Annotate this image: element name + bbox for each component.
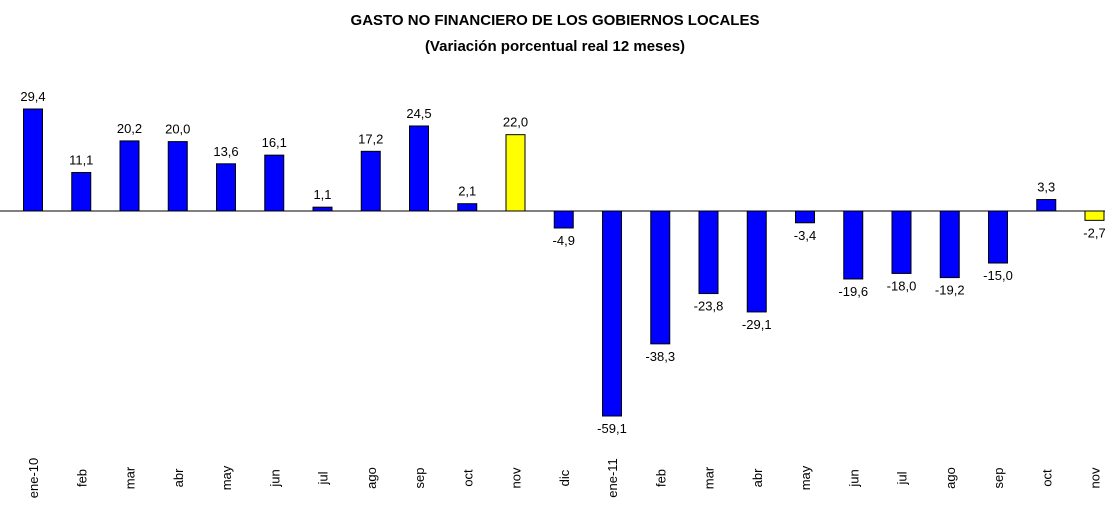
bar: [795, 210, 815, 224]
x-tick-label: may: [219, 465, 234, 490]
value-label: 11,1: [69, 152, 93, 167]
bar: [939, 210, 960, 279]
value-label: 1,1: [313, 187, 331, 202]
value-label: -59,1: [597, 421, 627, 436]
value-label: 20,2: [117, 121, 142, 136]
chart-subtitle: (Variación porcentual real 12 meses): [425, 38, 685, 55]
bar: [360, 150, 381, 212]
x-tick-label: jun: [267, 469, 282, 487]
x-tick-label: dic: [557, 469, 572, 486]
value-label: 17,2: [358, 131, 383, 146]
x-tick-label: oct: [460, 469, 475, 487]
x-tick-label: ago: [943, 467, 958, 489]
x-tick-label: ene-10: [26, 458, 41, 498]
x-tick-label: nov: [509, 467, 524, 488]
bar: [602, 210, 622, 417]
bar: [505, 134, 526, 212]
value-label: -4,9: [553, 233, 575, 248]
x-tick-label: feb: [653, 469, 668, 487]
bar: [988, 210, 1008, 264]
value-label: -38,3: [645, 349, 675, 364]
bar: [1036, 199, 1057, 212]
bar: [167, 141, 188, 212]
x-tick-label: mar: [123, 466, 138, 489]
x-tick-label: jun: [846, 469, 861, 487]
x-tick-label: nov: [1088, 467, 1103, 488]
x-tick-label: jul: [895, 471, 910, 485]
bar: [264, 154, 285, 212]
bar: [1084, 210, 1105, 221]
x-tick-label: ene-11: [605, 458, 620, 498]
bar: [216, 163, 236, 212]
value-label: -29,1: [742, 317, 772, 332]
x-tick-label: abr: [750, 468, 765, 487]
value-label: 22,0: [503, 115, 528, 130]
x-tick-label: ago: [364, 467, 379, 489]
bar: [843, 210, 864, 280]
value-label: 29,4: [20, 89, 45, 104]
x-tick-label: sep: [412, 468, 427, 489]
value-label: -23,8: [694, 299, 724, 314]
value-label: 3,3: [1037, 180, 1055, 195]
value-label: 13,6: [213, 144, 238, 159]
value-label: -18,0: [887, 278, 917, 293]
x-tick-label: mar: [702, 466, 717, 489]
bar: [71, 171, 92, 212]
x-tick-label: feb: [74, 469, 89, 487]
bar: [891, 210, 912, 274]
value-label: -19,2: [935, 283, 965, 298]
chart-title: GASTO NO FINANCIERO DE LOS GOBIERNOS LOC…: [351, 12, 760, 29]
x-tick-label: may: [798, 465, 813, 490]
bar: [23, 108, 43, 212]
bar: [698, 210, 719, 295]
value-label: -3,4: [794, 228, 816, 243]
bar: [409, 125, 429, 212]
bar: [746, 210, 767, 313]
bar: [650, 210, 671, 345]
value-label: 2,1: [458, 184, 476, 199]
bar: [312, 206, 333, 212]
value-label: 16,1: [262, 135, 287, 150]
value-label: -15,0: [983, 268, 1013, 283]
value-label: -2,7: [1083, 225, 1105, 240]
x-tick-label: jul: [316, 471, 331, 485]
x-tick-label: sep: [991, 468, 1006, 489]
value-label: 20,0: [165, 122, 190, 137]
bar: [553, 210, 574, 229]
value-label: -19,6: [838, 284, 868, 299]
value-label: 24,5: [406, 106, 431, 121]
x-tick-label: oct: [1039, 469, 1054, 487]
bar: [457, 203, 478, 212]
x-tick-label: abr: [171, 468, 186, 487]
bar: [119, 140, 140, 212]
